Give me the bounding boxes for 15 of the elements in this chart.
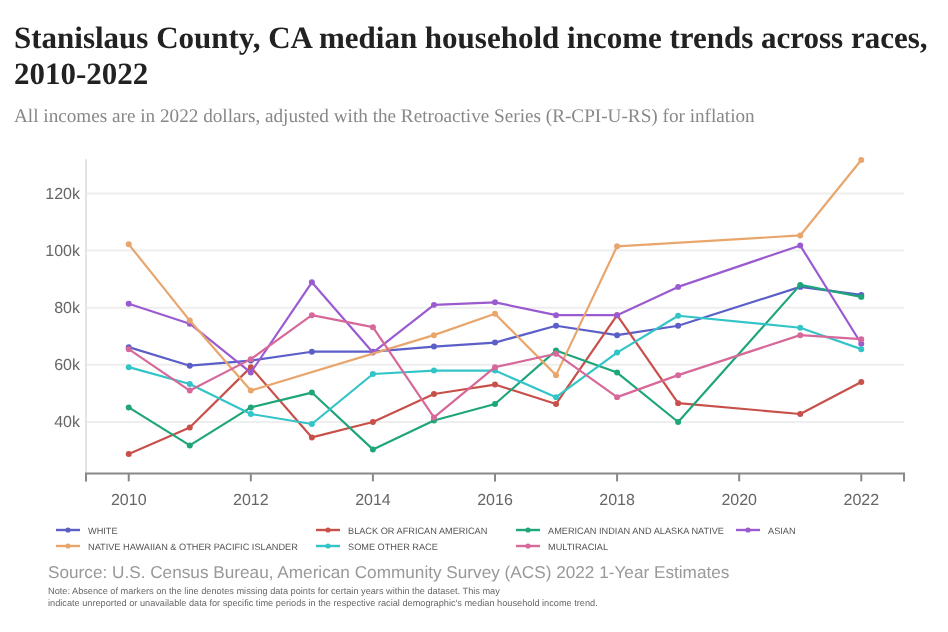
y-tick-label: 120k [45, 184, 82, 203]
x-tick-label: 2012 [233, 490, 270, 509]
x-tick-label: 2014 [355, 490, 392, 509]
chart-subtitle: All incomes are in 2022 dollars, adjusted with the Retroactive Series (R-CPI-U-RS) for inflation [14, 106, 756, 128]
y-tick-label: 60k [54, 355, 82, 374]
source-note: Source: U.S. Census Bureau, American Community Survey (ACS) 2022 1-Year Estimates [48, 562, 730, 582]
x-tick-label: 2010 [110, 490, 148, 509]
x-tick-label: 2016 [477, 490, 514, 509]
x-tick-label: 2022 [843, 490, 881, 509]
y-tick-label: 80k [54, 298, 82, 317]
y-tick-label: 40k [54, 413, 82, 432]
x-tick-label: 2018 [599, 490, 636, 509]
chart-title: Stanislaus County, CA median household income trends across races, 2010-2022 [14, 22, 928, 92]
y-tick-label: 100k [45, 241, 82, 260]
x-tick-label: 2020 [721, 490, 759, 509]
